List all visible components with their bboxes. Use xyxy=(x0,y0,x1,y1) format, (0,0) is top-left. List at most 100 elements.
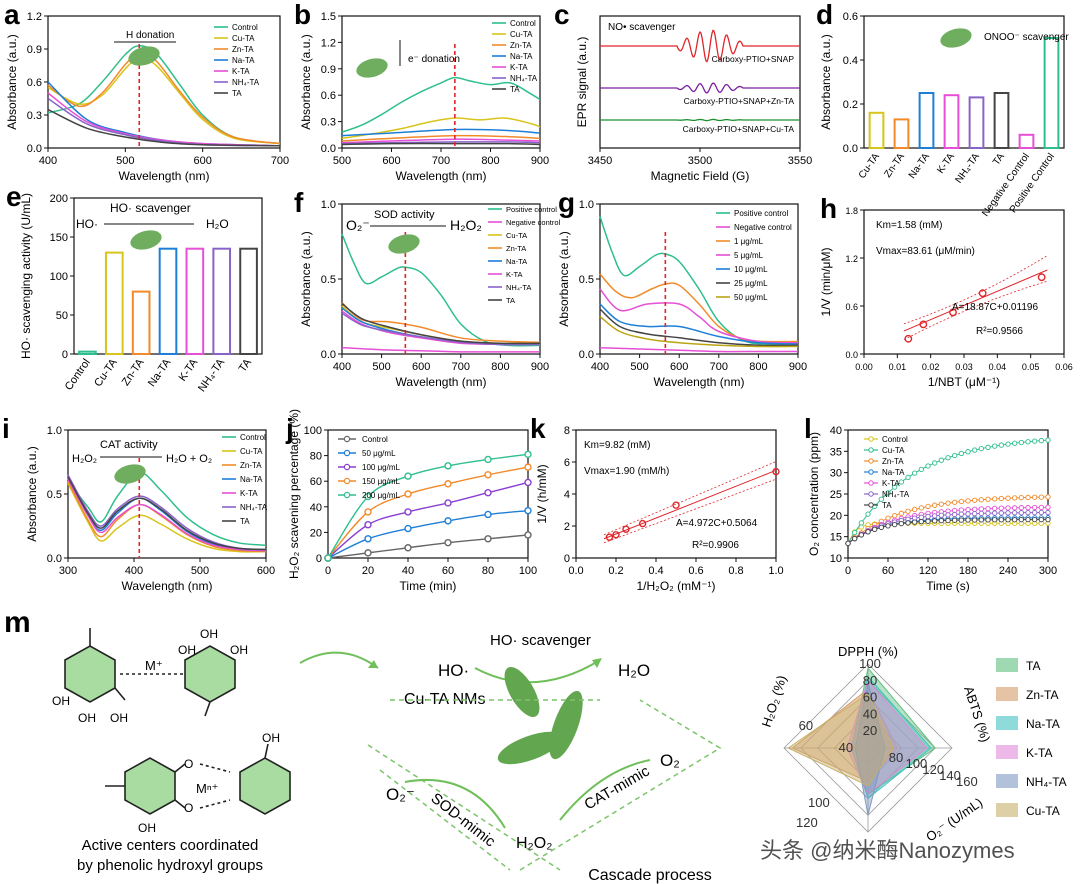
oh-label-6: OH xyxy=(230,643,248,657)
x-tick-label: 400 xyxy=(591,361,609,373)
reaction-right: H₂O xyxy=(206,217,229,231)
series-line-Cu-TA xyxy=(341,117,541,140)
data-point xyxy=(638,519,647,528)
data-point xyxy=(972,447,978,453)
x-tick-label: 600 xyxy=(670,361,688,373)
oh-label-8: OH xyxy=(262,731,280,745)
panel-label-d: d xyxy=(816,0,833,30)
legend-label: 100 μg/mL xyxy=(362,463,401,472)
legend-label: Negative control xyxy=(734,223,792,232)
fit-equation: A=18.87C+0.01196 xyxy=(952,302,1038,313)
chart-e: e 0 50 100 150 200 HO· scavenging activity (U/… xyxy=(6,181,263,394)
y-tick-label: 150 xyxy=(50,232,68,244)
scheme-ho-arrow xyxy=(474,659,601,684)
series-line-K-TA xyxy=(47,92,281,147)
data-point xyxy=(985,505,991,512)
chart-title-e: HO· scavenger xyxy=(110,201,191,215)
x-tick-label: 240 xyxy=(999,565,1017,577)
annotation-h-donation: H donation xyxy=(126,30,174,41)
y-tick-label: 15 xyxy=(830,532,842,544)
series-line-TA xyxy=(67,476,267,551)
vmax-text: Vmax=83.61 (μM/min) xyxy=(876,246,975,257)
data-point xyxy=(892,484,898,490)
data-point xyxy=(985,510,991,516)
radar-series-Na-TA xyxy=(850,675,932,800)
bar-K-TA xyxy=(943,94,960,149)
x-tick-label: 500 xyxy=(630,361,648,373)
data-point xyxy=(904,334,913,343)
data-point xyxy=(992,505,998,512)
y-tick-label: 0 xyxy=(62,349,68,361)
data-point xyxy=(925,513,931,520)
y-tick-label: 1.2 xyxy=(321,37,336,49)
series-line-Control xyxy=(67,471,267,546)
x-tick-label: 600 xyxy=(193,155,211,167)
legend-label: TA xyxy=(240,517,250,526)
y-tick-label: 50 xyxy=(56,310,68,322)
legend-label: 25 μg/mL xyxy=(734,279,768,288)
x-tick-label: 0.00 xyxy=(855,362,873,372)
data-point xyxy=(978,517,984,523)
x-axis-label: Wavelength (nm) xyxy=(396,375,487,389)
nanomaterial-1 xyxy=(504,667,540,717)
nanomaterial-icon xyxy=(130,230,162,250)
conf-band-upper xyxy=(903,255,1048,325)
scheme-ho-scavenger: HO· scavenger xyxy=(490,632,591,649)
bar-TA xyxy=(239,247,258,355)
data-point xyxy=(865,529,871,535)
data-point xyxy=(978,497,984,503)
x-tick-label: 0.6 xyxy=(688,565,703,577)
data-point xyxy=(965,506,971,513)
x-tick-label: 800 xyxy=(481,155,499,167)
reaction-left: HO· xyxy=(76,217,98,231)
data-point xyxy=(878,524,884,531)
x-tick-label: 300 xyxy=(59,565,77,577)
chart-l: l 0 60 120 180 240 300 10 15 20 25 30 35 40 Time (s) O₂… xyxy=(804,413,1057,593)
x-tick-label: 0.2 xyxy=(608,565,623,577)
legend-label: Na-TA xyxy=(510,52,533,61)
bar-Cu-TA xyxy=(104,251,124,356)
data-point xyxy=(1018,510,1024,516)
oh-label-4: OH xyxy=(178,643,196,657)
radar-legend-swatch xyxy=(996,687,1018,701)
data-point xyxy=(1032,504,1038,511)
x-tick-label: 900 xyxy=(789,361,807,373)
chart-g: g 400 500 600 700 800 900 0.0 0.5 1.0 Wavelength (… xyxy=(557,187,807,389)
data-point xyxy=(858,520,864,526)
data-point xyxy=(1012,505,1018,511)
legend-label: Control xyxy=(882,435,908,444)
nanomaterial-icon xyxy=(356,58,388,78)
legend-label: K-TA xyxy=(506,270,523,279)
data-point xyxy=(978,506,984,512)
bar-category-label: Na-TA xyxy=(907,151,932,181)
x-axis-label: Time (min) xyxy=(400,579,457,593)
legend-marker xyxy=(868,447,874,453)
series-line-NH4-TA xyxy=(341,140,541,145)
y-tick-label: 2 xyxy=(564,521,570,533)
radar-axis-label: ABTS (%) xyxy=(961,684,993,744)
scheme-arrow-1-head xyxy=(368,660,378,668)
data-point xyxy=(878,496,884,502)
oh-label-1: OH xyxy=(52,694,70,708)
y-axis-label: Absorbance (a.u.) xyxy=(819,34,833,129)
x-axis-label: Wavelength (nm) xyxy=(654,375,745,389)
data-point xyxy=(858,532,864,538)
radar-ring-label: 60 xyxy=(863,690,877,705)
data-point xyxy=(985,444,991,450)
legend-label: Cu-TA xyxy=(232,34,255,43)
conf-band-upper xyxy=(603,461,777,536)
legend-label: Control xyxy=(362,435,388,444)
active-centers-caption-1: Active centers coordinated xyxy=(82,837,259,854)
data-point xyxy=(992,517,998,523)
legend-marker xyxy=(343,449,351,457)
epr-trace-label: Carboxy-PTIO+SNAP+Cu-TA xyxy=(683,124,795,134)
radar-series-Cu-TA xyxy=(787,692,894,787)
legend-label: Cu-TA xyxy=(882,446,905,455)
scheme-cat-arrow xyxy=(559,759,651,821)
data-point xyxy=(885,490,891,496)
oh-label-7: OH xyxy=(138,821,156,835)
legend-label: 150 μg/mL xyxy=(362,477,401,486)
y-tick-label: 1.0 xyxy=(321,199,336,211)
x-tick-label: 3450 xyxy=(588,155,612,167)
radar-ring-label-left: 40 xyxy=(839,740,853,755)
